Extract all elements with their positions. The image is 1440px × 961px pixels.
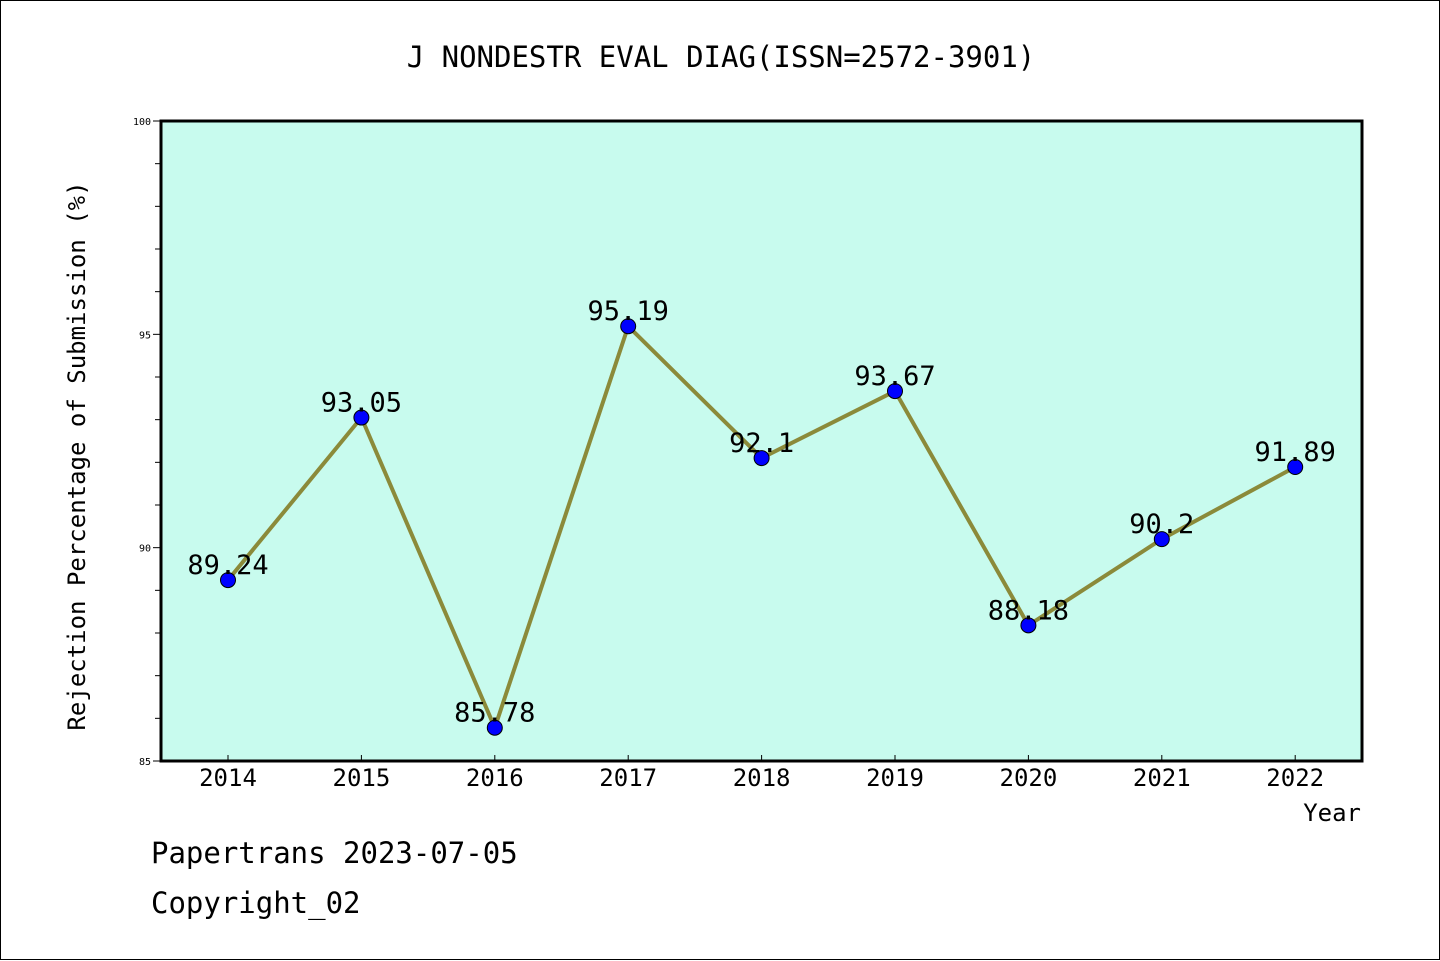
- y-tick-label: 85: [139, 757, 151, 768]
- x-tick-label: 2022: [1266, 764, 1324, 792]
- data-point: [1287, 459, 1304, 476]
- data-label: 89.24: [187, 550, 268, 581]
- data-point: [486, 719, 503, 736]
- footer-copyright: Copyright_02: [151, 886, 361, 920]
- y-tick-label: 95: [139, 330, 151, 341]
- data-point: [1020, 617, 1037, 634]
- data-label: 85.78: [454, 698, 535, 729]
- y-tick-label: 100: [133, 117, 151, 128]
- x-tick-label: 2019: [866, 764, 924, 792]
- x-tick-label: 2018: [733, 764, 791, 792]
- y-tick-label: 90: [139, 544, 151, 555]
- data-label: 93.67: [854, 361, 935, 392]
- data-point: [353, 409, 370, 426]
- data-label: 90.2: [1129, 509, 1194, 540]
- x-tick-label: 2017: [599, 764, 657, 792]
- footer-date: Papertrans 2023-07-05: [151, 836, 518, 870]
- y-axis-label: Rejection Percentage of Submission (%): [63, 181, 91, 730]
- x-tick-label: 2020: [1000, 764, 1058, 792]
- plot-area: [161, 121, 1362, 761]
- x-tick-label: 2014: [199, 764, 257, 792]
- chart-title: J NONDESTR EVAL DIAG(ISSN=2572-3901): [407, 40, 1036, 74]
- data-point: [220, 572, 236, 589]
- data-point: [620, 318, 637, 335]
- x-tick-label: 2021: [1133, 764, 1191, 792]
- data-label: 92.1: [729, 428, 794, 459]
- plot-border: [159, 119, 1364, 763]
- data-point: [887, 383, 903, 400]
- data-point: [1153, 531, 1170, 548]
- x-tick-label: 2015: [333, 764, 391, 792]
- data-label: 91.89: [1255, 437, 1336, 468]
- x-axis-label: Year: [1303, 799, 1361, 827]
- data-label: 95.19: [588, 296, 669, 327]
- data-label: 93.05: [321, 388, 402, 419]
- data-label: 88.18: [988, 595, 1069, 626]
- data-point: [753, 450, 770, 467]
- x-tick-label: 2016: [466, 764, 524, 792]
